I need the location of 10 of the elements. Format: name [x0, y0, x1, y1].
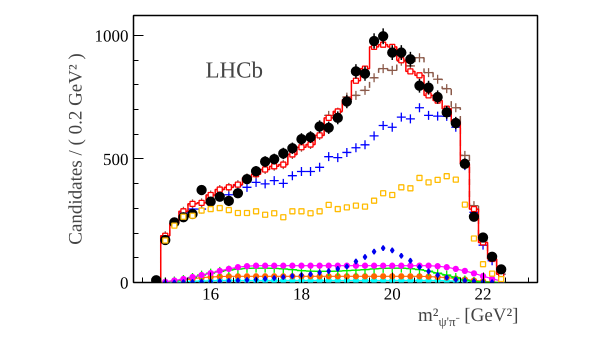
- x-tick-label: 18: [292, 284, 310, 304]
- x-axis-title: m²$_{ψ'π⁻}$ [GeV²]: [418, 305, 519, 331]
- x-tick-label: 22: [474, 284, 492, 304]
- x-tick-label: 16: [202, 284, 220, 304]
- annotation: LHCb: [206, 58, 263, 82]
- y-tick-label: 0: [120, 274, 128, 292]
- y-tick-label: 1000: [94, 26, 128, 46]
- y-axis-title: Candidates / ( 0.2 GeV² ): [66, 53, 86, 245]
- y-tick-label: 500: [103, 150, 128, 169]
- x-tick-label: 20: [384, 284, 401, 304]
